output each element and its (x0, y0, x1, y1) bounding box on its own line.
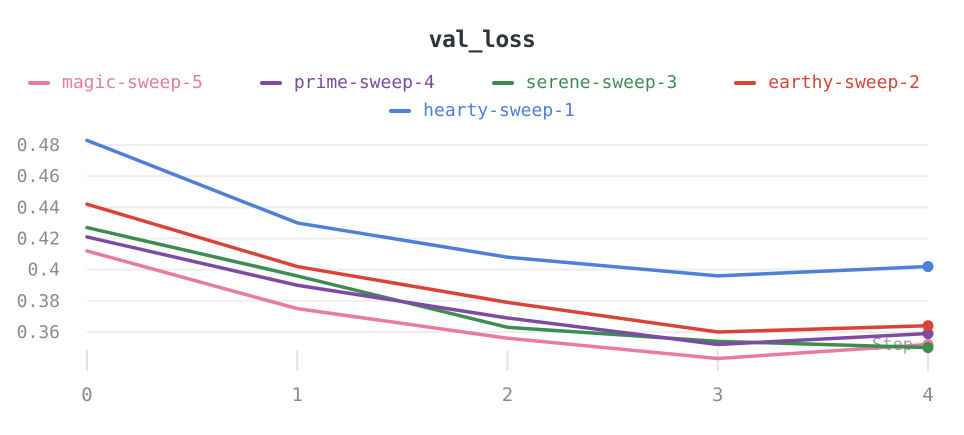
series-line-hearty-sweep-1[interactable] (85, 138, 930, 278)
x-tick-label: 0 (81, 384, 92, 406)
legend-label: prime-sweep-4 (293, 72, 435, 93)
legend-item-magic-sweep-5[interactable]: magic-sweep-5 (28, 72, 203, 93)
legend-row-1: magic-sweep-5 prime-sweep-4 serene-sweep-3… (0, 72, 964, 93)
series-line-prime-sweep-4[interactable] (85, 235, 930, 347)
y-tick-label: 0.36 (17, 322, 60, 343)
legend-swatch-icon (389, 108, 412, 113)
series-endpoint-prime-sweep-4[interactable] (922, 328, 934, 340)
legend-swatch-icon (734, 80, 757, 85)
y-tick-label: 0.42 (17, 229, 60, 250)
series-line-serene-sweep-3[interactable] (85, 225, 930, 350)
legend-label: earthy-sweep-2 (768, 72, 920, 93)
x-tick-label: 3 (712, 384, 723, 406)
legend-swatch-icon (28, 80, 50, 85)
series-endpoint-earthy-sweep-2[interactable] (922, 320, 934, 332)
y-tick-label: 0.38 (17, 291, 60, 312)
y-tick-label: 0.4 (27, 260, 60, 281)
series-endpoint-serene-sweep-3[interactable] (922, 342, 934, 354)
legend-item-hearty-sweep-1[interactable]: hearty-sweep-1 (389, 100, 575, 121)
legend-item-earthy-sweep-2[interactable]: earthy-sweep-2 (734, 72, 920, 93)
legend-item-prime-sweep-4[interactable]: prime-sweep-4 (259, 72, 435, 93)
x-tick-label: 2 (502, 384, 513, 406)
series-line-earthy-sweep-2[interactable] (85, 202, 930, 334)
y-tick-label: 0.46 (17, 166, 60, 187)
legend-label: serene-sweep-3 (525, 72, 678, 93)
legend-item-serene-sweep-3[interactable]: serene-sweep-3 (491, 72, 678, 93)
legend-row-2: hearty-sweep-1 (0, 100, 964, 121)
series-endpoint-hearty-sweep-1[interactable] (922, 261, 934, 273)
x-tick-label: 4 (922, 384, 933, 406)
legend-label: magic-sweep-5 (62, 72, 203, 93)
legend-label: hearty-sweep-1 (423, 100, 575, 121)
chart-title: val_loss (428, 27, 536, 53)
series-line-magic-sweep-5[interactable] (85, 249, 930, 361)
legend-swatch-icon (491, 80, 514, 85)
y-tick-label: 0.44 (17, 197, 60, 218)
legend-swatch-icon (259, 80, 282, 85)
y-tick-label: 0.48 (17, 135, 60, 156)
x-tick-label: 1 (292, 384, 303, 406)
